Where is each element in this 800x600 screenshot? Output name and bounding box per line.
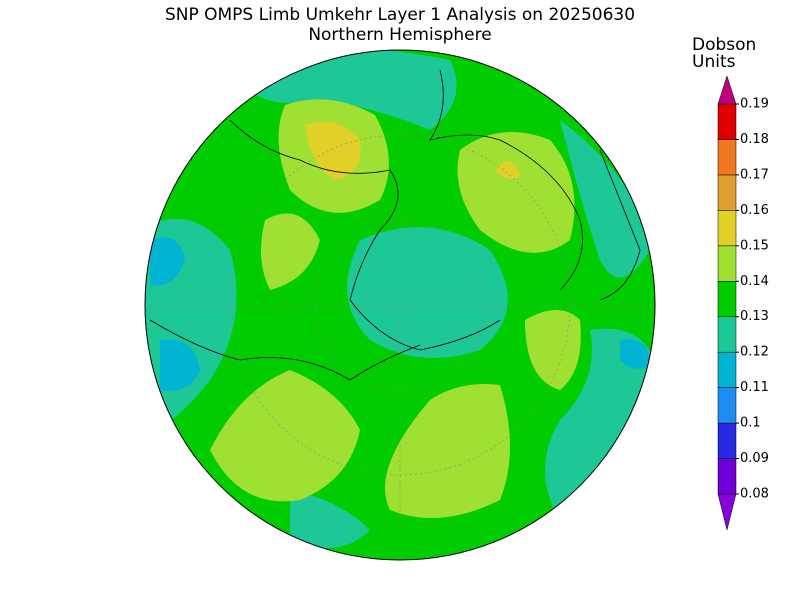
coastlines bbox=[149, 69, 641, 381]
colorbar-segment bbox=[717, 210, 737, 247]
field-region bbox=[495, 161, 520, 179]
field-region bbox=[545, 328, 655, 520]
field-region bbox=[347, 227, 508, 358]
field-region bbox=[210, 370, 360, 502]
colorbar-tick-label: 0.14 bbox=[740, 274, 769, 289]
field-region bbox=[261, 213, 320, 290]
colorbar-tick-label: 0.19 bbox=[740, 97, 769, 112]
subtitle: Northern Hemisphere bbox=[308, 25, 491, 45]
colorbar-tick-label: 0.13 bbox=[740, 309, 769, 324]
field-region bbox=[290, 490, 370, 548]
colorbar-tick-label: 0.09 bbox=[740, 451, 769, 466]
colorbar-segment bbox=[717, 316, 737, 353]
colorbar-segment bbox=[717, 351, 737, 388]
colorbar-tick-label: 0.12 bbox=[740, 345, 769, 360]
colorbar-segment bbox=[717, 422, 737, 459]
field-region bbox=[457, 132, 575, 253]
title: SNP OMPS Limb Umkehr Layer 1 Analysis on… bbox=[165, 5, 635, 25]
field-region bbox=[385, 384, 510, 518]
field-region bbox=[160, 339, 200, 391]
coastline bbox=[229, 119, 501, 351]
colorbar-segment bbox=[717, 458, 737, 495]
field-region bbox=[620, 339, 650, 369]
colorbar-segment bbox=[717, 103, 737, 140]
colorbar-segment bbox=[717, 387, 737, 424]
colorbar-tick-label: 0.1 bbox=[740, 416, 761, 431]
colorbar-tick-label: 0.17 bbox=[740, 167, 769, 182]
colorbar-extend-low bbox=[717, 493, 737, 531]
field-region bbox=[560, 120, 650, 278]
colorbar-extend-high bbox=[717, 75, 737, 105]
colorbar-tick-label: 0.16 bbox=[740, 203, 769, 218]
colorbar-segment bbox=[717, 174, 737, 211]
colorbar-segment bbox=[717, 281, 737, 317]
field-region bbox=[150, 237, 185, 286]
colorbar-segment bbox=[717, 139, 737, 176]
coastline bbox=[599, 149, 641, 301]
field-region bbox=[525, 310, 581, 390]
colorbar-tick-label: 0.11 bbox=[740, 380, 769, 395]
colorbar-tick-label: 0.18 bbox=[740, 132, 769, 147]
colorbar-label: Units bbox=[692, 52, 736, 72]
colorbar-tick-label: 0.15 bbox=[740, 238, 769, 253]
colorbar: 0.08 0.09 0.1 0.11 0.12 0.13 0.14 0.15 0.16 0.17 0… bbox=[717, 75, 769, 531]
coastline bbox=[429, 69, 583, 291]
colorbar-segment bbox=[717, 245, 737, 282]
coastline bbox=[149, 319, 421, 381]
colorbar-label: Dobson bbox=[692, 35, 756, 55]
field-region bbox=[305, 122, 361, 180]
colorbar-tick-label: 0.08 bbox=[740, 487, 769, 502]
graticule bbox=[145, 50, 655, 560]
